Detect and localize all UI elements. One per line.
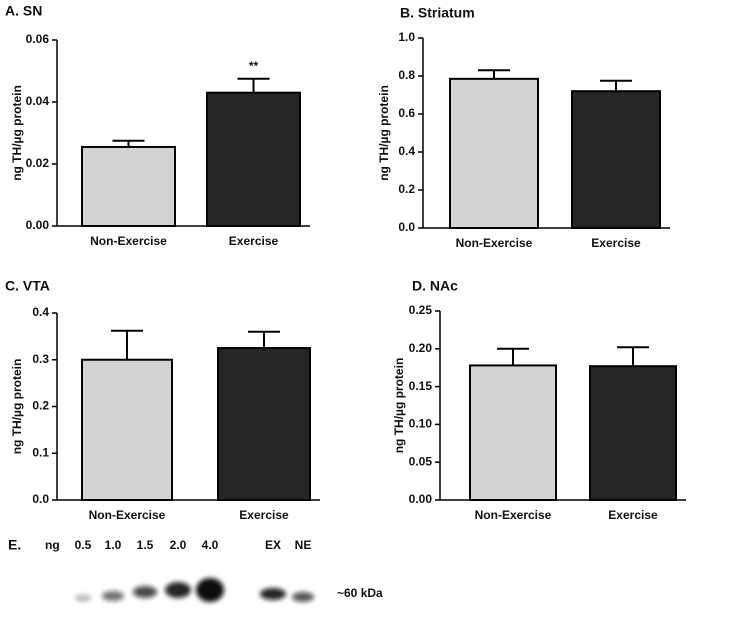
- x-tick-label: Exercise: [608, 508, 658, 522]
- y-tick-label: 0.3: [32, 352, 49, 366]
- y-axis-label: ng TH/µg protein: [10, 85, 24, 181]
- lane-label: 4.0: [202, 538, 219, 552]
- lane-label: EX: [265, 538, 281, 552]
- band: [133, 586, 157, 598]
- band: [196, 578, 224, 602]
- y-tick-label: 0.2: [32, 399, 49, 413]
- y-tick-label: 0.04: [26, 94, 50, 108]
- lane-label: 1.0: [105, 538, 122, 552]
- x-tick-label: Non-Exercise: [475, 508, 552, 522]
- x-tick-label: Non-Exercise: [90, 234, 167, 248]
- y-tick-label: 0.10: [409, 417, 433, 431]
- y-tick-label: 0.25: [409, 303, 433, 317]
- y-tick-label: 0.6: [398, 106, 415, 120]
- y-axis-label: ng TH/µg protein: [392, 358, 406, 454]
- band: [260, 588, 286, 600]
- size-label: ~60 kDa: [337, 586, 383, 600]
- lane-label: NE: [295, 538, 312, 552]
- y-tick-label: 0.4: [398, 144, 415, 158]
- panel-title: C. VTA: [5, 278, 50, 294]
- y-tick-label: 0.00: [409, 492, 433, 506]
- x-tick-label: Exercise: [591, 236, 641, 250]
- band: [165, 582, 191, 598]
- panel-title: D. NAc: [412, 278, 458, 294]
- bar: [81, 145, 176, 227]
- x-tick-label: Exercise: [229, 234, 279, 248]
- annotation: **: [249, 59, 259, 73]
- y-tick-label: 0.06: [26, 32, 50, 46]
- band: [102, 591, 124, 601]
- bar: [589, 365, 677, 501]
- y-tick-label: 0.0: [398, 220, 415, 234]
- y-axis-label: ng TH/µg protein: [377, 85, 391, 181]
- bar: [81, 358, 173, 501]
- panel-title: B. Striatum: [400, 5, 475, 21]
- blot-bands: [75, 578, 314, 602]
- y-tick-label: 0.05: [409, 454, 433, 468]
- bar: [571, 90, 661, 229]
- y-tick-label: 0.1: [32, 445, 49, 459]
- y-tick-label: 0.0: [32, 492, 49, 506]
- bar: [469, 364, 557, 501]
- band: [292, 592, 314, 602]
- x-tick-label: Non-Exercise: [89, 508, 166, 522]
- y-tick-label: 0.2: [398, 182, 415, 196]
- bar: [217, 347, 311, 501]
- lane-label: 1.5: [137, 538, 154, 552]
- y-tick-label: 0.15: [409, 379, 433, 393]
- y-tick-label: 0.20: [409, 341, 433, 355]
- panel-title: E.: [8, 537, 21, 553]
- y-tick-label: 1.0: [398, 30, 415, 44]
- y-tick-label: 0.00: [26, 218, 50, 232]
- y-tick-label: 0.8: [398, 68, 415, 82]
- band: [75, 595, 91, 601]
- bar: [449, 77, 539, 229]
- y-tick-label: 0.02: [26, 156, 50, 170]
- lane-label: 0.5: [75, 538, 92, 552]
- lane-label: 2.0: [170, 538, 187, 552]
- bar: [206, 91, 301, 227]
- y-tick-label: 0.4: [32, 305, 49, 319]
- y-axis-label: ng TH/µg protein: [10, 359, 24, 455]
- x-tick-label: Exercise: [239, 508, 289, 522]
- x-tick-label: Non-Exercise: [456, 236, 533, 250]
- panel-title: A. SN: [5, 3, 42, 19]
- blot-unit: ng: [45, 538, 60, 552]
